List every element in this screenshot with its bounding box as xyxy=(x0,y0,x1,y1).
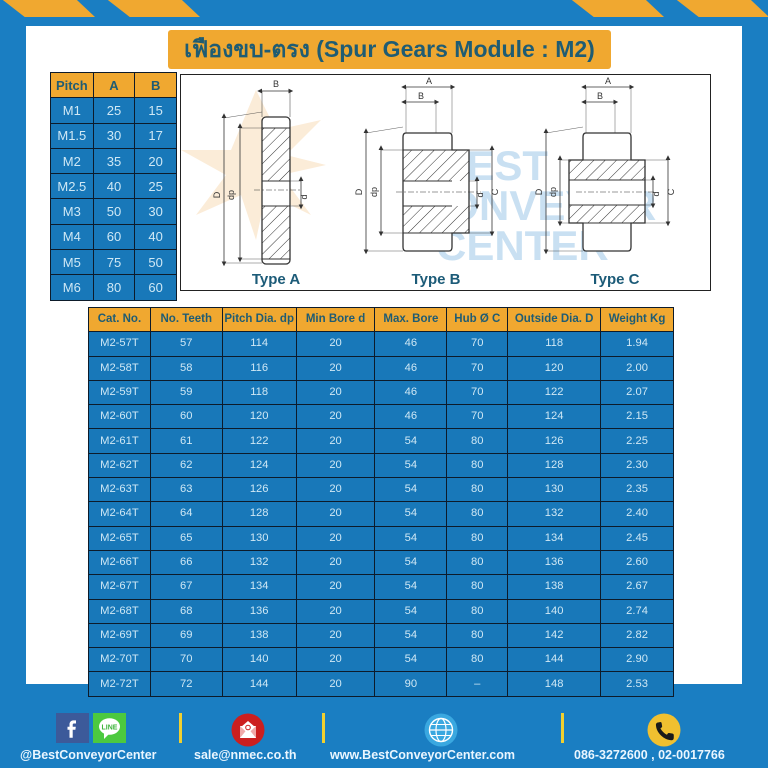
svg-text:Type B: Type B xyxy=(412,271,461,288)
svg-text:B: B xyxy=(273,79,279,89)
svg-text:d: d xyxy=(299,194,309,199)
svg-text:Type A: Type A xyxy=(252,271,301,288)
svg-text:D: D xyxy=(212,191,222,198)
svg-text:d: d xyxy=(651,191,661,196)
svg-text:B: B xyxy=(418,91,424,101)
svg-text:C: C xyxy=(666,188,676,195)
svg-text:C: C xyxy=(490,188,500,195)
svg-text:Type C: Type C xyxy=(591,271,640,288)
svg-text:D: D xyxy=(534,188,544,195)
svg-text:d: d xyxy=(475,192,485,197)
svg-text:B: B xyxy=(597,91,603,101)
svg-text:LINE: LINE xyxy=(102,725,118,732)
svg-text:dp: dp xyxy=(226,190,236,200)
svg-text:A: A xyxy=(426,76,432,86)
svg-text:D: D xyxy=(354,188,364,195)
svg-text:dp: dp xyxy=(548,187,558,197)
svg-text:A: A xyxy=(605,76,611,86)
svg-text:dp: dp xyxy=(369,187,379,197)
